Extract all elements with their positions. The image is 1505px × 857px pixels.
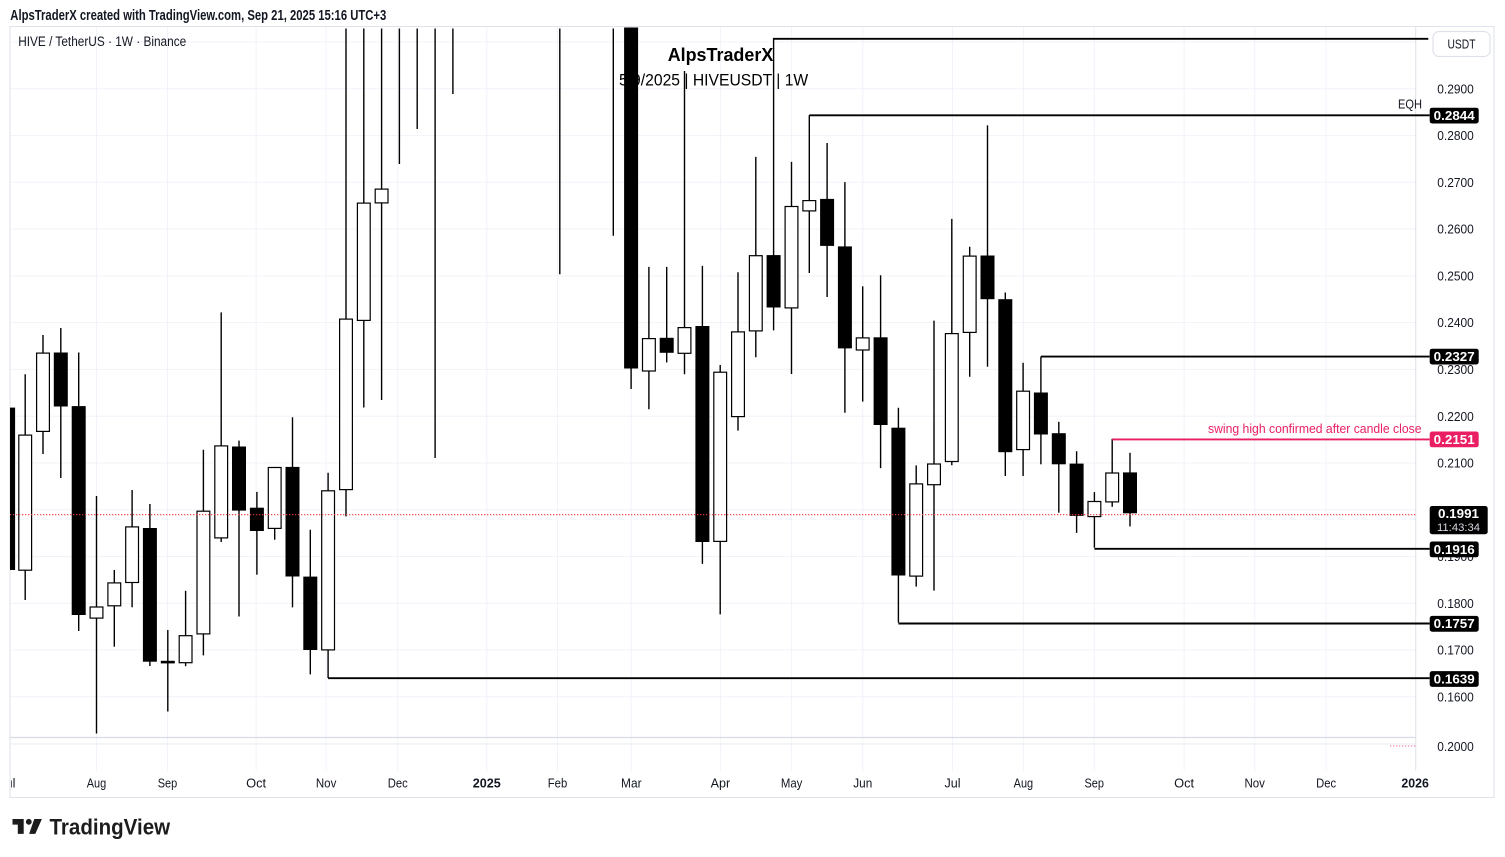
svg-text:0.2200: 0.2200	[1437, 409, 1474, 424]
svg-text:0.2900: 0.2900	[1437, 81, 1474, 96]
svg-text:0.1639: 0.1639	[1434, 672, 1475, 686]
svg-text:0.2800: 0.2800	[1437, 128, 1474, 143]
svg-text:EQH: EQH	[1398, 98, 1422, 112]
svg-text:Oct: Oct	[246, 776, 266, 791]
svg-text:0.1800: 0.1800	[1437, 596, 1474, 611]
svg-text:Apr: Apr	[711, 776, 731, 791]
svg-text:2025: 2025	[473, 776, 501, 791]
svg-text:Mar: Mar	[621, 776, 642, 791]
svg-text:0.1757: 0.1757	[1434, 617, 1475, 631]
svg-text:0.2100: 0.2100	[1437, 456, 1474, 471]
svg-text:0.1916: 0.1916	[1434, 543, 1475, 557]
svg-text:Dec: Dec	[388, 776, 408, 791]
svg-text:0.1991: 0.1991	[1438, 507, 1479, 521]
svg-text:5/9/2025 | HIVEUSDT | 1W: 5/9/2025 | HIVEUSDT | 1W	[619, 72, 809, 90]
svg-text:11:43:34: 11:43:34	[1437, 522, 1480, 534]
svg-text:AlpsTraderX: AlpsTraderX	[668, 45, 774, 65]
svg-text:Jul: Jul	[0, 776, 16, 791]
svg-text:HIVE / TetherUS · 1W · Binance: HIVE / TetherUS · 1W · Binance	[18, 34, 186, 49]
svg-text:TradingView: TradingView	[50, 815, 171, 840]
svg-text:Jun: Jun	[853, 776, 872, 791]
svg-text:swing high confirmed after can: swing high confirmed after candle close	[1208, 422, 1422, 436]
svg-text:2026: 2026	[1401, 776, 1429, 791]
svg-text:Sep: Sep	[158, 776, 178, 791]
svg-text:USDT: USDT	[1448, 37, 1476, 51]
svg-text:0.2700: 0.2700	[1437, 175, 1474, 190]
svg-text:Nov: Nov	[316, 776, 337, 791]
svg-text:0.2500: 0.2500	[1437, 269, 1474, 284]
svg-text:0.1600: 0.1600	[1437, 689, 1474, 704]
svg-text:0.2844: 0.2844	[1434, 109, 1475, 123]
svg-text:0.2400: 0.2400	[1437, 315, 1474, 330]
svg-text:0.1700: 0.1700	[1437, 643, 1474, 658]
svg-text:0.2300: 0.2300	[1437, 362, 1474, 377]
svg-text:Dec: Dec	[1316, 776, 1336, 791]
svg-text:Aug: Aug	[87, 776, 107, 791]
svg-text:0.2151: 0.2151	[1434, 433, 1475, 447]
svg-text:0.2327: 0.2327	[1434, 350, 1475, 364]
svg-text:Sep: Sep	[1084, 776, 1104, 791]
svg-text:May: May	[781, 776, 803, 791]
svg-text:0.2000: 0.2000	[1437, 739, 1474, 754]
svg-text:AlpsTraderX created with Tradi: AlpsTraderX created with TradingView.com…	[10, 8, 386, 24]
svg-text:Nov: Nov	[1244, 776, 1265, 791]
svg-text:Jul: Jul	[945, 776, 961, 791]
svg-text:Feb: Feb	[548, 776, 568, 791]
svg-text:Aug: Aug	[1014, 776, 1034, 791]
svg-text:0.2600: 0.2600	[1437, 222, 1474, 237]
svg-text:Oct: Oct	[1174, 776, 1194, 791]
